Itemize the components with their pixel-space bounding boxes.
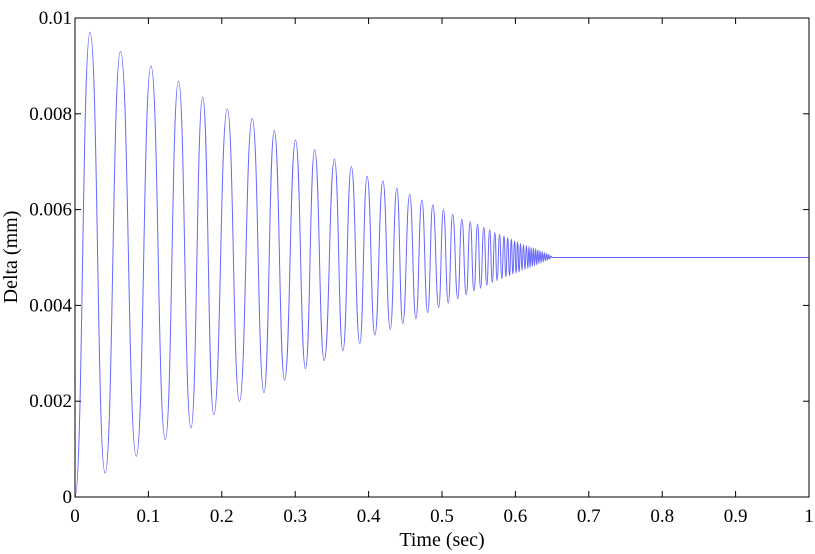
x-tick-label: 0.5 (430, 506, 454, 527)
y-axis-label: Delta (mm) (0, 211, 22, 304)
y-tick-label: 0.01 (39, 8, 72, 29)
x-tick-label: 0.9 (724, 506, 748, 527)
x-tick-label: 0.7 (577, 506, 601, 527)
y-tick-label: 0.008 (29, 104, 72, 125)
x-axis-ticks: 0 0.1 0.2 0.3 0.4 0.5 0.6 0.7 0.8 0.9 1 (70, 18, 814, 527)
y-axis-ticks: 0 0.002 0.004 0.006 0.008 0.01 (29, 8, 809, 508)
x-axis-label: Time (sec) (399, 529, 484, 551)
x-tick-label: 0.2 (210, 506, 234, 527)
x-tick-label: 0.3 (283, 506, 307, 527)
series-layer (74, 31, 809, 498)
series-line (74, 31, 809, 498)
y-tick-label: 0 (63, 487, 73, 508)
y-tick-label: 0.004 (29, 295, 72, 316)
x-tick-label: 0 (70, 506, 80, 527)
x-tick-label: 0.6 (504, 506, 528, 527)
y-tick-label: 0.006 (29, 200, 72, 221)
x-tick-label: 0.4 (357, 506, 381, 527)
x-tick-label: 0.8 (650, 506, 674, 527)
x-tick-label: 0.1 (137, 506, 161, 527)
y-tick-label: 0.002 (29, 391, 72, 412)
x-tick-label: 1 (804, 506, 814, 527)
